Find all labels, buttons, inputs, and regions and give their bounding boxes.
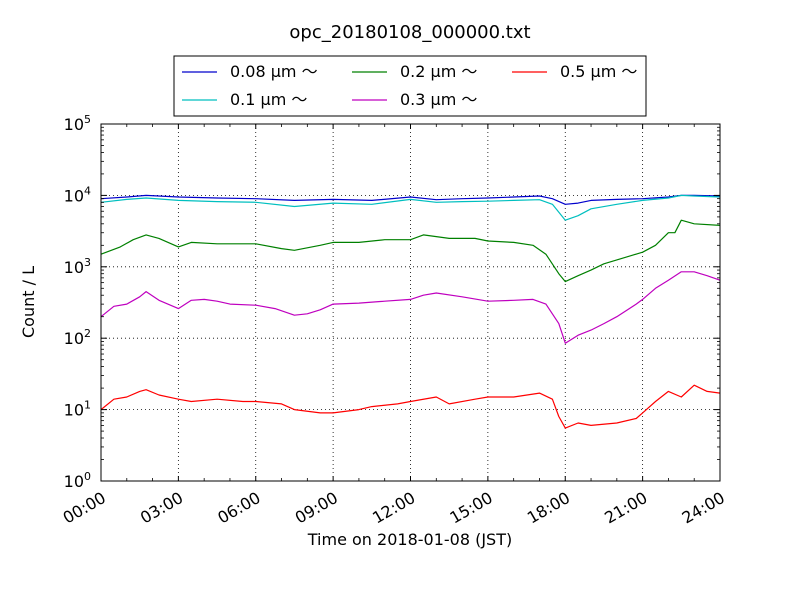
x-tick-label: 06:00 — [214, 488, 263, 528]
y-tick-base: 10 — [64, 186, 84, 205]
y-tick-base: 10 — [64, 258, 84, 277]
x-tick-label: 00:00 — [60, 488, 109, 528]
legend-label-0: 0.08 μm ～ — [230, 62, 318, 81]
x-tick-label: 03:00 — [137, 488, 186, 528]
y-tick-exponent: 0 — [84, 470, 91, 483]
y-tick-label: 104 — [64, 184, 91, 205]
y-tick-label: 103 — [64, 256, 91, 277]
x-tick-label: 09:00 — [292, 488, 341, 528]
x-tick-label: 18:00 — [524, 488, 573, 528]
y-tick-base: 10 — [64, 115, 84, 134]
x-tick-label: 21:00 — [601, 488, 650, 528]
plot-frame — [100, 123, 721, 482]
legend-label-1: 0.1 μm ～ — [230, 90, 307, 109]
series-line-2 — [100, 219, 721, 283]
legend: 0.08 μm ～ 0.1 μm ～ 0.2 μm ～ 0.3 μm ～ 0.5 μm … — [173, 55, 647, 117]
y-tick-exponent: 2 — [84, 327, 91, 340]
legend-frame — [173, 55, 647, 117]
series-line-3 — [100, 271, 721, 344]
y-axis-label: Count / L — [19, 266, 38, 338]
series-lines — [100, 194, 721, 429]
y-tick-base: 10 — [64, 329, 84, 348]
series-line-1 — [100, 194, 721, 221]
series-line-4 — [100, 384, 721, 429]
y-tick-base: 10 — [64, 472, 84, 491]
y-tick-exponent: 4 — [84, 184, 91, 197]
chart-title: opc_20180108_000000.txt — [289, 22, 530, 43]
legend-label-2: 0.2 μm ～ — [400, 62, 477, 81]
y-tick-exponent: 1 — [84, 399, 91, 412]
y-tick-label: 100 — [64, 470, 91, 491]
y-tick-exponent: 3 — [84, 256, 91, 269]
x-tick-label: 15:00 — [446, 488, 495, 528]
x-axis-label: Time on 2018-01-08 (JST) — [307, 530, 512, 549]
y-tick-base: 10 — [64, 401, 84, 420]
x-tick-label: 12:00 — [369, 488, 418, 528]
ticks: 00:00 03:00 06:00 09:00 12:00 15:00 18:00 21:00… — [60, 113, 728, 528]
legend-label-4: 0.5 μm ～ — [560, 62, 637, 81]
y-tick-label: 102 — [64, 327, 91, 348]
y-tick-exponent: 5 — [84, 113, 91, 126]
x-tick-label: 24:00 — [679, 488, 728, 528]
series-line-0 — [100, 194, 721, 205]
y-tick-label: 105 — [64, 113, 91, 134]
grid — [101, 124, 720, 481]
legend-label-3: 0.3 μm ～ — [400, 90, 477, 109]
y-tick-label: 101 — [64, 399, 91, 420]
